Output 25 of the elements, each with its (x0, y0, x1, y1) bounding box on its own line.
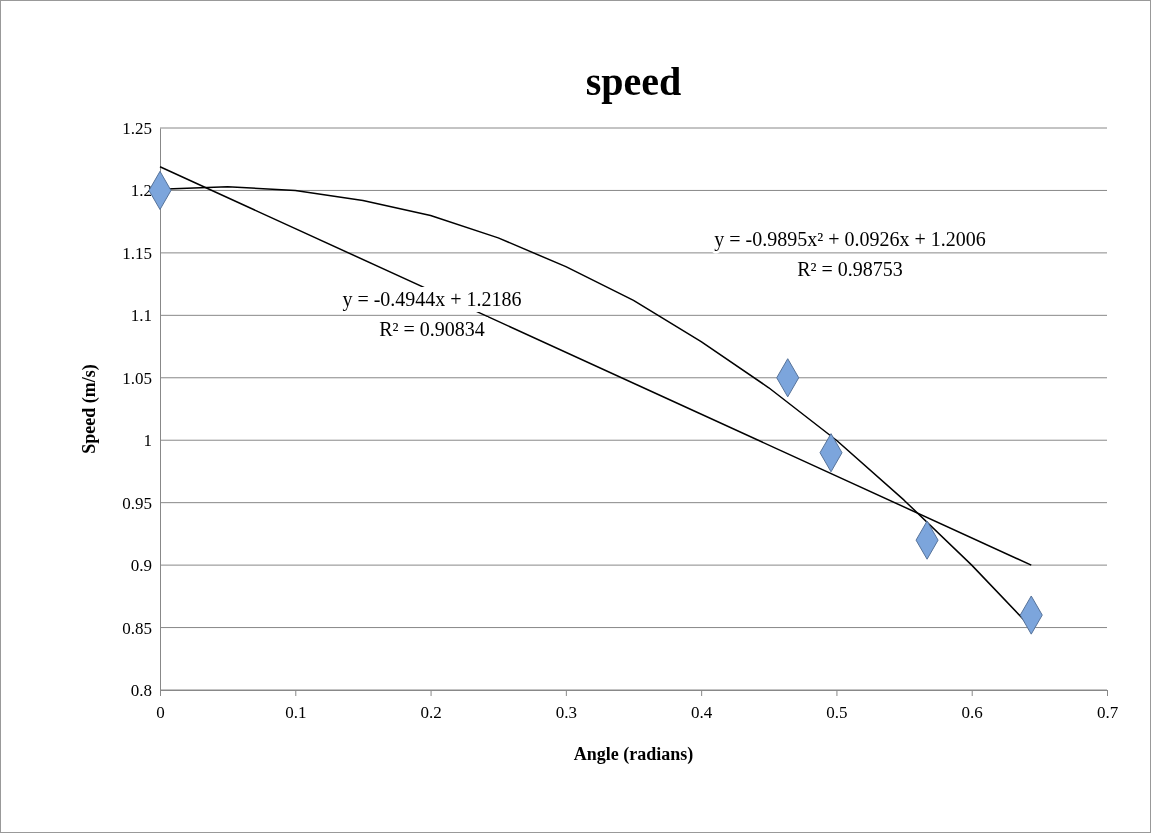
y-tick-label: 1.2 (130, 181, 152, 201)
y-tick-label: 1.15 (122, 243, 152, 263)
y-tick-label: 1 (143, 431, 152, 451)
y-tick-label: 0.8 (130, 680, 152, 700)
y-tick-label: 0.85 (122, 618, 152, 638)
x-tick-label: 0.5 (826, 702, 848, 722)
x-tick-label: 0.2 (420, 702, 442, 722)
annotation: R² = 0.98753 (797, 258, 903, 280)
x-tick-label: 0.3 (555, 702, 577, 722)
annotation: y = -0.4944x + 1.2186 (342, 288, 522, 311)
y-tick-label: 0.95 (122, 493, 152, 513)
y-axis-title: Speed (m/s) (79, 364, 100, 454)
x-tick-label: 0 (156, 702, 165, 722)
annotation: R² = 0.90834 (379, 318, 485, 340)
x-axis-title: Angle (radians) (573, 744, 694, 765)
annotation: y = -0.9895x² + 0.0926x + 1.2006 (714, 228, 986, 251)
y-tick-label: 1.25 (122, 118, 152, 138)
x-tick-label: 0.7 (1096, 702, 1119, 722)
x-tick-label: 0.6 (961, 702, 983, 722)
x-tick-label: 0.4 (691, 702, 713, 722)
y-tick-label: 1.1 (130, 306, 152, 326)
y-tick-label: 1.05 (122, 368, 152, 388)
chart-title: speed (585, 59, 682, 104)
x-tick-label: 0.1 (285, 702, 307, 722)
y-tick-label: 0.9 (130, 556, 152, 576)
